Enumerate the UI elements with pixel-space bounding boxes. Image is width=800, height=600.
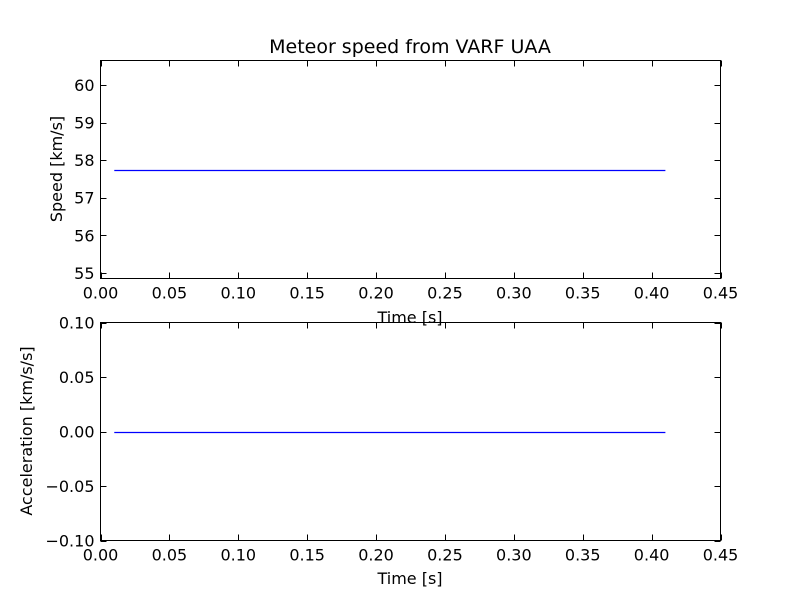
speed-plot: Meteor speed from VARF UAA 0.00 0.05 0.10 0… [47,36,738,327]
acceleration-plot-x-tick-label: 0.35 [565,546,601,565]
speed-plot-y-tick-label: 60 [74,76,94,95]
acceleration-plot-ticks: 0.00 0.05 0.10 0.15 0.20 0.25 0.30 0.35 0.40 0.45… [45,314,738,565]
speed-plot-x-tick-label: 0.25 [427,284,463,303]
speed-plot-y-tick-label: 55 [74,264,94,283]
speed-plot-x-tick-label: 0.10 [220,284,256,303]
speed-plot-x-label: Time [s] [376,308,442,327]
acceleration-plot-frame [100,322,721,541]
acceleration-plot: 0.00 0.05 0.10 0.15 0.20 0.25 0.30 0.35 0.40 0.45… [17,314,738,589]
acceleration-plot-x-tick-label: 0.10 [220,546,256,565]
speed-plot-y-tick-label: 57 [74,189,94,208]
speed-plot-x-tick-label: 0.05 [152,284,188,303]
speed-plot-x-tick-label: 0.45 [703,284,739,303]
acceleration-plot-x-tick-label: 0.20 [358,546,394,565]
acceleration-plot-y-tick-label: −0.05 [45,477,94,496]
speed-plot-y-tick-label: 59 [74,114,94,133]
speed-plot-frame [100,60,721,279]
acceleration-plot-x-tick-label: 0.45 [703,546,739,565]
speed-plot-title: Meteor speed from VARF UAA [269,36,551,58]
speed-plot-x-tick-label: 0.30 [496,284,532,303]
speed-plot-x-tick-label: 0.35 [565,284,601,303]
acceleration-plot-y-tick-label: 0.00 [59,423,95,442]
acceleration-plot-y-label: Acceleration [km/s/s] [17,346,36,515]
acceleration-plot-y-tick-label: 0.10 [59,314,95,333]
speed-plot-y-label: Speed [km/s] [47,116,66,222]
acceleration-plot-x-tick-label: 0.40 [634,546,670,565]
acceleration-plot-x-tick-label: 0.15 [289,546,325,565]
speed-plot-x-tick-label: 0.15 [289,284,325,303]
acceleration-plot-x-tick-label: 0.05 [152,546,188,565]
acceleration-plot-x-tick-label: 0.00 [83,546,119,565]
speed-plot-ticks: 0.00 0.05 0.10 0.15 0.20 0.25 0.30 0.35 0.40 0.45… [74,60,739,303]
speed-plot-x-tick-label: 0.00 [83,284,119,303]
acceleration-plot-x-tick-label: 0.25 [427,546,463,565]
speed-plot-x-tick-label: 0.20 [358,284,394,303]
acceleration-plot-x-tick-label: 0.30 [496,546,532,565]
speed-plot-y-tick-label: 58 [74,151,94,170]
acceleration-plot-y-tick-label: 0.05 [59,368,95,387]
acceleration-plot-x-label: Time [s] [376,569,442,588]
acceleration-plot-y-tick-label: −0.10 [45,532,94,551]
speed-plot-y-tick-label: 56 [74,226,94,245]
speed-plot-x-tick-label: 0.40 [634,284,670,303]
